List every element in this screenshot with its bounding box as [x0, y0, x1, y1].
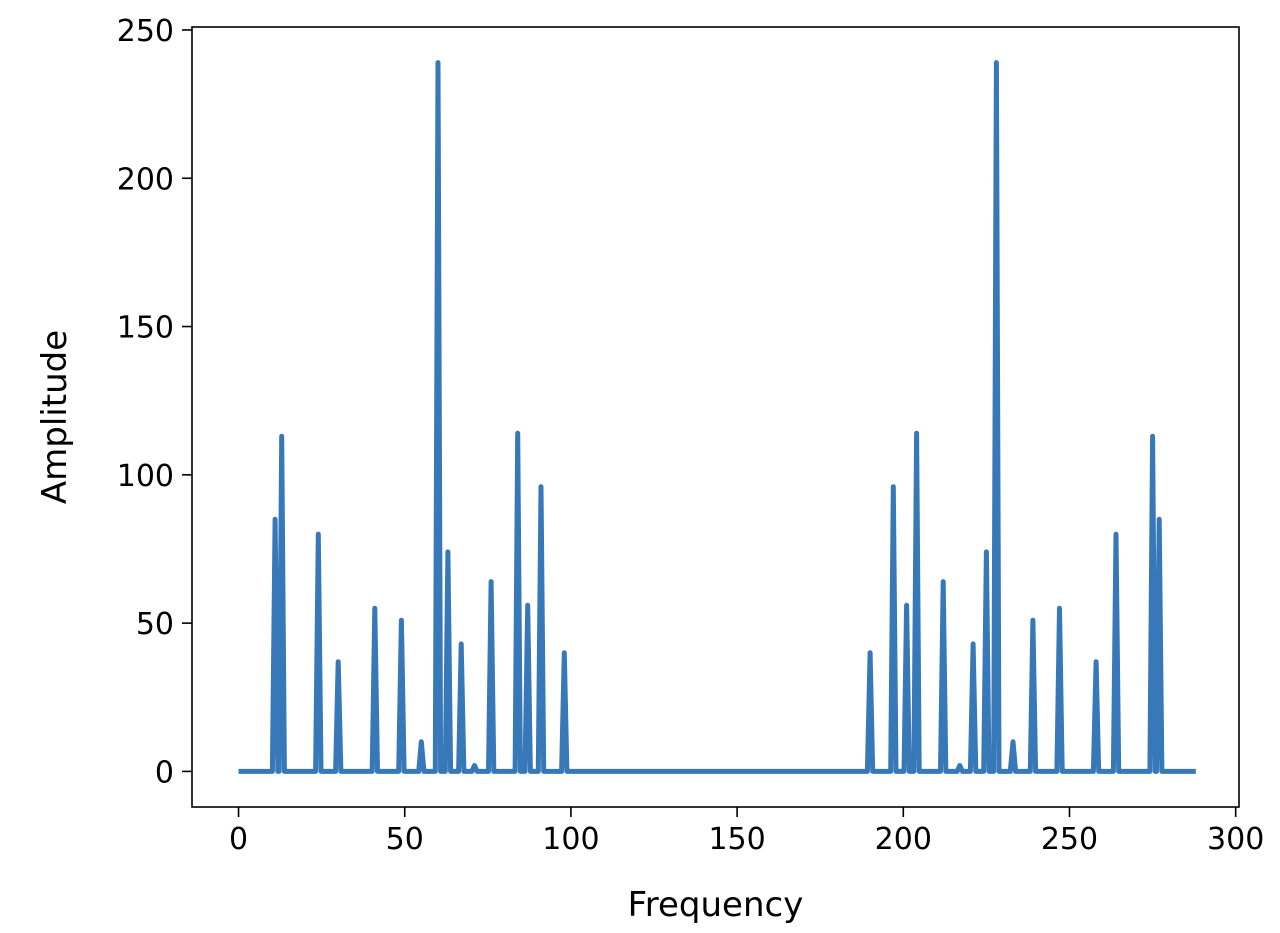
- y-axis-title: Amplitude: [35, 330, 75, 504]
- y-tick-label: 250: [117, 14, 174, 49]
- y-tick-label: 50: [136, 607, 174, 642]
- x-tick-label: 100: [542, 822, 599, 857]
- x-tick-label: 250: [1041, 822, 1098, 857]
- y-tick-label: 100: [117, 459, 174, 494]
- x-tick-label: 150: [708, 822, 765, 857]
- y-tick-label: 150: [117, 311, 174, 346]
- x-tick-label: 50: [386, 822, 424, 857]
- x-tick-label: 0: [229, 822, 248, 857]
- axes-frame: [192, 27, 1239, 807]
- series-line-0: [239, 63, 1196, 772]
- y-tick-label: 200: [117, 162, 174, 197]
- x-tick-label: 200: [875, 822, 932, 857]
- plot-area: [239, 63, 1196, 772]
- x-tick-label: 300: [1207, 822, 1264, 857]
- x-axis-title: Frequency: [628, 885, 804, 925]
- y-tick-label: 0: [155, 755, 174, 790]
